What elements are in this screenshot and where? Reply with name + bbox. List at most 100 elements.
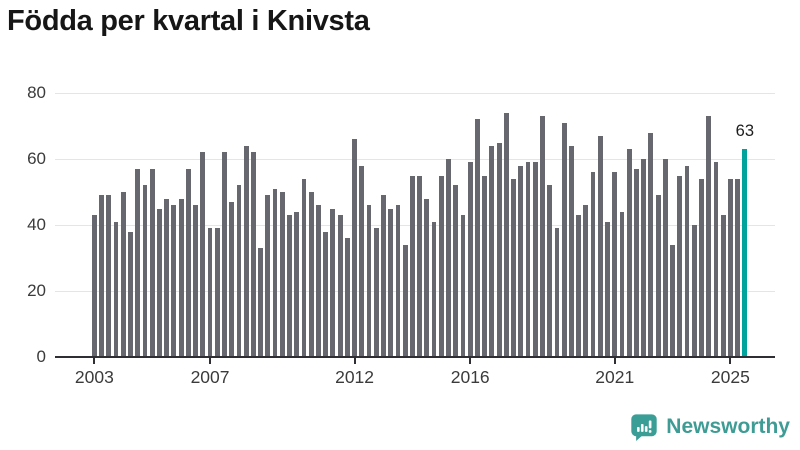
bar [532, 162, 538, 357]
gridline-80 [55, 93, 775, 94]
bar [409, 175, 415, 357]
bar [265, 195, 271, 357]
bar [149, 168, 155, 357]
bar [605, 221, 610, 357]
bar [460, 215, 466, 357]
bar [706, 116, 712, 357]
x-axis-label-2012: 2012 [335, 367, 375, 387]
bar [120, 192, 126, 357]
bar [243, 145, 249, 357]
y-axis-label-40: 40 [27, 215, 46, 234]
bar [395, 205, 401, 357]
bar [337, 215, 343, 357]
bar [655, 195, 661, 357]
bar [446, 159, 451, 357]
bar [236, 185, 242, 357]
newsworthy-wordmark: Newsworthy [666, 415, 790, 438]
bar [142, 185, 148, 357]
bar [323, 231, 329, 357]
bar [164, 198, 170, 357]
bar [352, 139, 357, 357]
bar [612, 172, 618, 357]
bar [185, 168, 191, 357]
bar [99, 195, 105, 357]
bar [482, 175, 488, 357]
bar [641, 159, 647, 357]
bar [634, 168, 639, 357]
bar [475, 119, 480, 357]
bar [720, 215, 726, 357]
highlight-value-label: 63 [735, 122, 754, 141]
x-axis-line [55, 356, 775, 358]
bar [576, 215, 581, 357]
bar [214, 228, 220, 357]
gridline-20 [55, 291, 775, 292]
bar [540, 116, 545, 357]
x-axis-label-2003: 2003 [74, 367, 114, 387]
bar [511, 178, 516, 357]
bar [222, 152, 227, 357]
bar-highlighted [742, 149, 748, 357]
bar [272, 188, 278, 357]
x-axis-label-2016: 2016 [450, 367, 490, 387]
bar [727, 178, 733, 357]
x-axis-tick-2016 [469, 358, 472, 364]
bar [128, 231, 133, 357]
bar [106, 195, 112, 357]
bar [691, 225, 697, 357]
bar [301, 178, 307, 357]
x-axis-label-2007: 2007 [190, 367, 230, 387]
x-axis-label-2021: 2021 [595, 367, 635, 387]
bar [713, 162, 719, 357]
bar [388, 208, 394, 357]
bar [171, 205, 177, 357]
bar [547, 185, 553, 357]
bar [583, 205, 589, 357]
bar [287, 215, 292, 357]
bar [496, 142, 502, 357]
bar [503, 112, 509, 357]
bar [402, 244, 408, 357]
bar [684, 165, 690, 357]
bar [344, 238, 350, 357]
x-axis-tick-2025 [729, 358, 732, 364]
bar [561, 122, 567, 357]
bar [453, 185, 459, 357]
bar [438, 175, 444, 357]
bar [525, 162, 531, 357]
bar [193, 205, 198, 357]
bar [316, 205, 321, 357]
bar [431, 221, 437, 357]
bar [554, 228, 560, 357]
bar [735, 178, 740, 357]
bar [229, 201, 235, 357]
x-axis-label-2025: 2025 [710, 367, 750, 387]
bar [207, 228, 213, 357]
chart-title: Födda per kvartal i Knivsta [7, 5, 370, 37]
gridline-60 [55, 159, 775, 160]
x-axis-tick-2012 [353, 358, 356, 364]
y-axis-label-20: 20 [27, 281, 46, 300]
bar [677, 175, 683, 357]
bar [424, 198, 430, 357]
bar [359, 165, 365, 357]
x-axis-tick-2021 [613, 358, 616, 364]
bar [373, 228, 379, 357]
bar [250, 152, 256, 357]
bar [662, 159, 668, 357]
bar [308, 192, 314, 357]
bar [670, 244, 675, 357]
bar [467, 162, 473, 357]
gridline-40 [55, 225, 775, 226]
bar [157, 208, 162, 357]
bar [597, 135, 603, 357]
bar [294, 211, 300, 357]
bar [258, 248, 264, 357]
bar [330, 208, 336, 357]
bar [366, 205, 372, 357]
y-axis-label-60: 60 [27, 149, 46, 168]
y-axis-label-0: 0 [36, 347, 46, 366]
newsworthy-logo: Newsworthy [630, 413, 790, 441]
bar [200, 152, 206, 357]
